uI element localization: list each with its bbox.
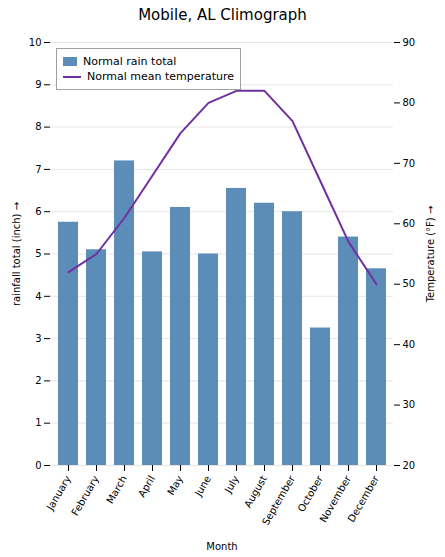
svg-text:October: October [295,473,325,514]
svg-text:90: 90 [403,37,416,48]
svg-text:70: 70 [403,158,416,169]
svg-text:September: September [260,473,298,527]
svg-text:Temperature (°F) →: Temperature (°F) → [425,206,436,304]
svg-text:rainfall total (inch) →: rainfall total (inch) → [11,202,22,306]
svg-text:9: 9 [35,79,41,90]
svg-text:May: May [165,474,185,497]
svg-text:March: March [104,474,129,506]
html-text:Mobile, AL Climograph: Mobile, AL Climograph [138,6,307,24]
svg-text:10: 10 [29,37,42,48]
svg-text:40: 40 [403,339,416,350]
svg-text:3: 3 [35,333,41,344]
svg-text:8: 8 [35,121,41,132]
svg-text:50: 50 [403,278,416,289]
svg-text:August: August [242,474,269,510]
html-text:Normal mean temperature: Normal mean temperature [87,70,235,83]
svg-text:5: 5 [35,248,41,259]
svg-text:April: April [136,474,157,499]
svg-text:6: 6 [35,206,41,217]
svg-text:June: June [192,474,213,499]
svg-text:Month: Month [206,541,237,552]
svg-text:December: December [346,473,382,524]
svg-text:7: 7 [35,164,41,175]
svg-text:January: January [44,474,73,513]
svg-text:0: 0 [35,460,41,471]
html-text:Normal rain total: Normal rain total [83,55,177,68]
svg-text:February: February [69,474,101,518]
svg-text:2: 2 [35,375,41,386]
svg-text:30: 30 [403,399,416,410]
svg-text:July: July [222,474,241,496]
svg-text:20: 20 [403,460,416,471]
svg-text:1: 1 [35,417,41,428]
svg-text:4: 4 [35,291,41,302]
svg-text:60: 60 [403,218,416,229]
svg-text:80: 80 [403,97,416,108]
svg-text:November: November [317,473,353,525]
